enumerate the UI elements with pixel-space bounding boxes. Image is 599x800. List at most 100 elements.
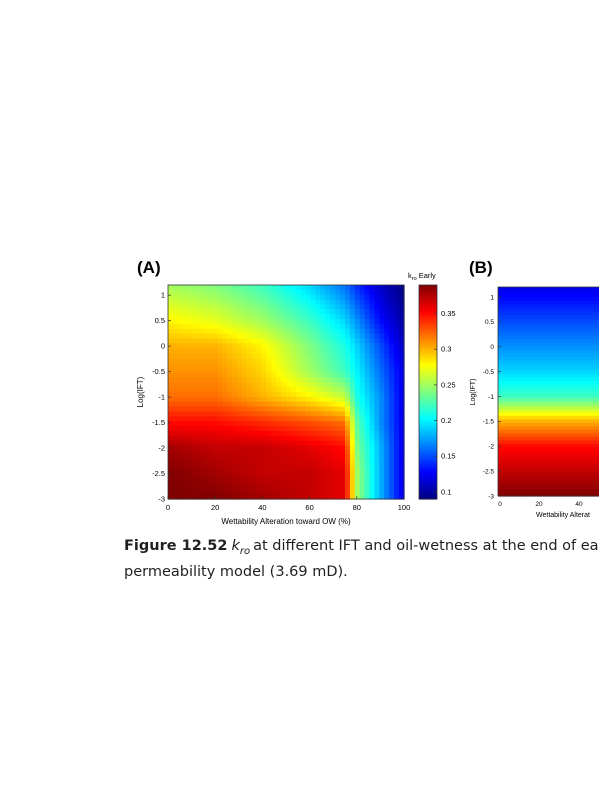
colorbar-segment xyxy=(419,353,437,357)
heatmap-cell xyxy=(271,319,277,325)
heatmap-cell xyxy=(256,294,263,301)
heatmap-cell xyxy=(286,494,292,500)
panel-b-label: (B) xyxy=(469,258,493,277)
heatmap-cell xyxy=(187,450,194,456)
heatmap-cell xyxy=(340,450,346,456)
heatmap-cell xyxy=(168,382,174,388)
heatmap-cell xyxy=(310,377,317,383)
heatmap-cell xyxy=(379,319,385,325)
heatmap-cell xyxy=(251,285,258,291)
heatmap-cell xyxy=(251,494,258,500)
heatmap-cell xyxy=(168,328,174,335)
heatmap-cell xyxy=(399,440,405,447)
heatmap-cell xyxy=(354,460,361,466)
heatmap-cell xyxy=(374,474,381,481)
colorbar-segment xyxy=(419,420,437,424)
heatmap-cell xyxy=(384,469,390,476)
heatmap-cell xyxy=(202,353,208,359)
heatmap-cell xyxy=(256,406,263,413)
heatmap-cell xyxy=(340,494,346,500)
heatmap-cell xyxy=(177,469,184,476)
heatmap-cell xyxy=(290,392,297,398)
heatmap-cell xyxy=(320,426,326,432)
heatmap-cell xyxy=(227,377,233,383)
heatmap-cell xyxy=(236,445,243,451)
heatmap-cell xyxy=(236,343,243,349)
heatmap-cell xyxy=(369,469,376,476)
heatmap-cell xyxy=(335,328,341,335)
heatmap-cell xyxy=(227,469,233,476)
heatmap-cell xyxy=(354,426,361,432)
heatmap-cell xyxy=(384,387,390,393)
heatmap-band xyxy=(498,471,599,476)
heatmap-cell xyxy=(399,328,405,335)
heatmap-cell xyxy=(172,309,179,315)
heatmap-cell xyxy=(310,367,317,374)
heatmap-cell xyxy=(276,455,282,461)
heatmap-cell xyxy=(212,289,218,296)
heatmap-cell xyxy=(266,430,272,437)
heatmap-cell xyxy=(305,328,312,335)
heatmap-cell xyxy=(399,494,405,500)
heatmap-cell xyxy=(202,338,208,344)
heatmap-cell xyxy=(379,416,385,422)
heatmap-cell xyxy=(246,489,253,495)
heatmap-cell xyxy=(349,474,356,481)
y-tick-label: -1 xyxy=(488,394,494,401)
heatmap-cell xyxy=(182,289,189,296)
heatmap-cell xyxy=(286,416,292,422)
heatmap-cell xyxy=(354,392,361,398)
heatmap-cell xyxy=(222,430,228,437)
heatmap-band xyxy=(498,464,599,469)
heatmap-cell xyxy=(379,377,385,383)
heatmap-band xyxy=(498,412,599,417)
heatmap-cell xyxy=(251,445,258,451)
heatmap-cell xyxy=(399,460,405,466)
heatmap-cell xyxy=(374,338,381,344)
heatmap-cell xyxy=(241,309,248,315)
heatmap-cell xyxy=(300,309,307,315)
heatmap-cell xyxy=(330,401,336,408)
heatmap-cell xyxy=(172,396,179,403)
heatmap-cell xyxy=(305,411,312,417)
heatmap-cell xyxy=(369,489,376,495)
colorbar-segment xyxy=(419,411,437,414)
heatmap-cell xyxy=(399,372,405,379)
heatmap-cell xyxy=(335,343,341,349)
heatmap-cell xyxy=(310,489,317,495)
heatmap-cell xyxy=(305,479,312,486)
heatmap-cell xyxy=(251,460,258,466)
heatmap-cell xyxy=(281,474,287,481)
heatmap-cell xyxy=(256,289,263,296)
heatmap-cell xyxy=(202,382,208,388)
heatmap-cell xyxy=(202,445,208,451)
heatmap-cell xyxy=(197,421,204,427)
heatmap-cell xyxy=(241,323,248,330)
heatmap-cell xyxy=(266,314,272,320)
heatmap-cell xyxy=(192,396,199,403)
heatmap-cell xyxy=(217,294,223,301)
heatmap-cell xyxy=(359,435,366,442)
heatmap-cell xyxy=(325,445,331,451)
heatmap-cell xyxy=(227,464,233,471)
heatmap-cell xyxy=(374,489,381,495)
heatmap-cell xyxy=(187,294,194,301)
heatmap-cell xyxy=(384,343,390,349)
heatmap-cell xyxy=(246,387,253,393)
heatmap-cell xyxy=(394,416,400,422)
heatmap-band xyxy=(498,394,599,400)
heatmap-cell xyxy=(379,435,385,442)
heatmap-cell xyxy=(374,353,381,359)
colorbar-segment xyxy=(419,375,437,379)
heatmap-cell xyxy=(212,416,218,422)
heatmap-cell xyxy=(182,440,189,447)
colorbar-segment xyxy=(419,482,437,486)
heatmap-cell xyxy=(197,426,204,432)
heatmap-cell xyxy=(281,387,287,393)
heatmap-cell xyxy=(335,406,341,413)
heatmap-cell xyxy=(222,392,228,398)
heatmap-cell xyxy=(310,372,317,379)
heatmap-cell xyxy=(379,494,385,500)
heatmap-cell xyxy=(300,416,307,422)
heatmap-cell xyxy=(202,430,208,437)
